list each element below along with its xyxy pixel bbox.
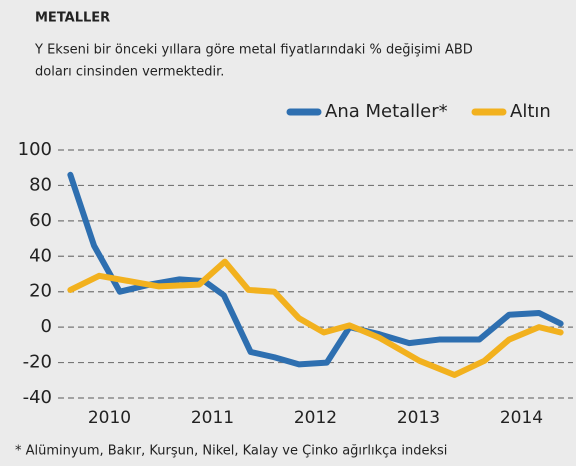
y-tick-label: 100 — [18, 139, 52, 160]
legend-label: Ana Metaller* — [325, 101, 448, 122]
line-series — [67, 258, 564, 378]
y-tick-label: 40 — [29, 245, 52, 266]
x-tick-label: 2012 — [294, 408, 337, 428]
x-tick-label: 2010 — [88, 408, 131, 428]
subtitle: doları cinsinden vermektedir. — [35, 65, 224, 80]
y-tick-label: 0 — [41, 316, 52, 337]
chart-title: METALLER — [35, 11, 110, 26]
subtitle: Y Ekseni bir önceki yıllara göre metal f… — [34, 43, 473, 58]
x-tick-label: 2011 — [191, 408, 234, 428]
x-tick-label: 2013 — [397, 408, 440, 428]
legend-label: Altın — [510, 101, 551, 122]
x-tick-label: 2014 — [500, 408, 543, 428]
y-tick-label: 80 — [29, 174, 52, 195]
footnote: * Alüminyum, Bakır, Kurşun, Nikel, Kalay… — [15, 444, 447, 459]
y-tick-label: 60 — [29, 210, 52, 231]
y-tick-label: 20 — [29, 281, 52, 302]
y-tick-label: -20 — [23, 352, 52, 373]
y-tick-label: -40 — [23, 387, 52, 408]
